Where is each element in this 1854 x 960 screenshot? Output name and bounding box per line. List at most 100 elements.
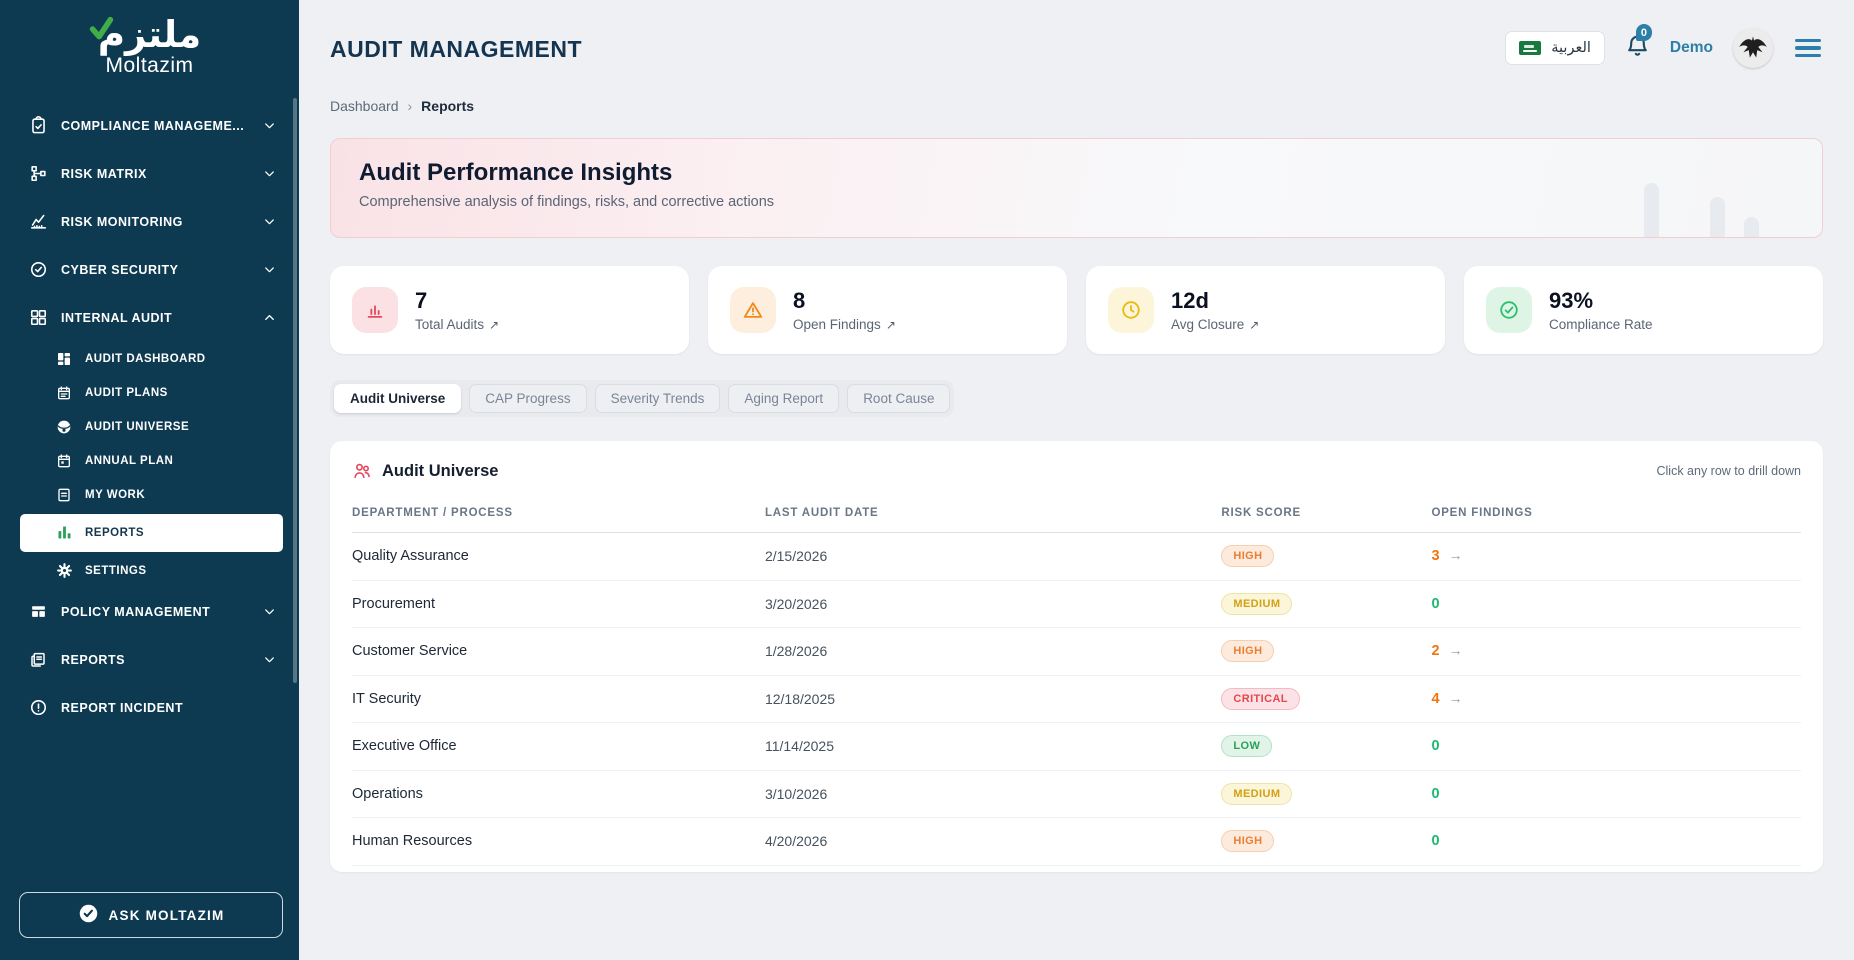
sidebar-item-report-incident[interactable]: REPORT INCIDENT [0,684,299,732]
users-icon [352,461,372,481]
ask-moltazim-button[interactable]: ASK MOLTAZIM [19,892,283,938]
sidebar-item-risk-matrix[interactable]: RISK MATRIX [0,150,299,198]
stat-card-total-audits[interactable]: 7 Total Audits ↗ [330,266,689,354]
decorative-bar [1744,217,1759,237]
sidebar-item-reports[interactable]: REPORTS [0,636,299,684]
chevron-down-icon [262,118,277,133]
open-findings-cell: 2 → [1431,642,1800,660]
risk-score-cell: HIGH [1221,640,1431,663]
drill-arrow-icon: → [1448,547,1463,564]
nav-item-label: AUDIT DASHBOARD [85,352,206,365]
chevron-up-icon [262,310,277,325]
user-menu[interactable]: Demo [1669,39,1713,56]
stat-text: 12d Avg Closure ↗ [1171,288,1259,331]
sidebar-subitem-reports[interactable]: REPORTS [20,513,283,552]
sidebar-subitem-audit-universe[interactable]: AUDIT UNIVERSE [0,410,299,444]
risk-badge: HIGH [1221,640,1275,663]
sidebar-subitem-audit-dashboard[interactable]: AUDIT DASHBOARD [0,342,299,376]
chevron-down-icon [262,262,277,277]
risk-score-cell: MEDIUM [1221,592,1431,615]
last-audit-date-cell: 4/20/2026 [764,833,828,850]
table-row-executive-office[interactable]: Executive Office 11/14/2025 LOW 0 [352,723,1801,771]
drill-arrow-icon: → [1448,642,1463,659]
stat-text: 8 Open Findings ↗ [793,288,896,331]
grid-icon [28,308,48,327]
nav-item-label: ANNUAL PLAN [85,454,174,467]
department-cell: Customer Service [352,643,468,660]
sidebar-subitem-annual-plan[interactable]: ANNUAL PLAN [0,444,299,478]
tab-aging-report[interactable]: Aging Report [728,384,840,413]
risk-score-cell: HIGH [1221,545,1431,568]
column-header-open-findings: OPEN FINDINGS [1431,507,1533,519]
table-row-human-resources[interactable]: Human Resources 4/20/2026 HIGH 0 [352,818,1801,866]
language-label: العربية [1551,40,1591,56]
risk-score-cell: MEDIUM [1221,782,1431,805]
last-audit-date-cell: 3/10/2026 [764,785,828,802]
sidebar-subitem-my-work[interactable]: MY WORK [0,478,299,512]
page-header: AUDIT MANAGEMENT العربية 0 Demo [330,24,1823,68]
table-header-row: DEPARTMENT / PROCESS LAST AUDIT DATE RISK … [352,507,1801,533]
last-audit-date-cell: 1/28/2026 [764,643,828,660]
column-header-last-audit-date: LAST AUDIT DATE [764,507,879,519]
calendar-dot-icon [55,453,73,469]
clipboard-check-icon [28,116,48,135]
calendar-lines-icon [55,385,73,401]
stat-card-compliance-rate[interactable]: 93% Compliance Rate [1464,266,1823,354]
avatar[interactable] [1733,28,1773,68]
language-switch-button[interactable]: العربية [1505,31,1605,65]
bar-chart-icon [55,524,73,541]
tab-root-cause[interactable]: Root Cause [847,384,951,413]
shield-check-icon [28,260,48,279]
hamburger-menu-icon[interactable] [1793,34,1823,63]
brand-arabic-wordmark: ملتزم [97,13,202,56]
sidebar-item-cyber-security[interactable]: CYBER SECURITY [0,246,299,294]
table-card-title-row: Audit Universe [352,461,498,481]
column-header-risk-score: RISK SCORE [1221,507,1301,519]
nav-item-label: SETTINGS [85,564,147,577]
main-content: AUDIT MANAGEMENT العربية 0 Demo Dashboar… [299,0,1854,960]
tab-audit-universe[interactable]: Audit Universe [334,384,462,413]
insights-banner: Audit Performance Insights Comprehensive… [330,138,1823,238]
breadcrumb-dashboard[interactable]: Dashboard [330,98,399,114]
stat-bars-icon [352,287,398,333]
stat-text: 7 Total Audits ↗ [415,288,499,331]
nav-item-label: REPORTS [61,652,125,667]
tab-severity-trends[interactable]: Severity Trends [594,384,721,413]
clock-icon [1108,287,1154,333]
warning-triangle-icon [730,287,776,333]
sidebar-item-compliance-manageme[interactable]: COMPLIANCE MANAGEME... [0,102,299,150]
breadcrumb: Dashboard › Reports [330,98,1823,114]
stat-card-open-findings[interactable]: 8 Open Findings ↗ [708,266,1067,354]
table-row-operations[interactable]: Operations 3/10/2026 MEDIUM 0 [352,771,1801,818]
findings-count: 0 [1431,595,1440,612]
last-audit-date-cell: 2/15/2026 [764,548,828,565]
findings-count: 2 [1431,643,1440,660]
stat-label: Open Findings ↗ [793,316,896,332]
sidebar-item-internal-audit[interactable]: INTERNAL AUDIT [0,294,299,342]
open-findings-cell: 4 → [1431,690,1800,708]
report-tabs: Audit Universe CAP Progress Severity Trend… [330,380,955,417]
table-row-it-security[interactable]: IT Security 12/18/2025 CRITICAL 4 → [352,676,1801,723]
notifications-button[interactable]: 0 [1625,24,1653,63]
sidebar-subitem-settings[interactable]: SETTINGS [0,554,299,588]
risk-badge: MEDIUM [1221,592,1293,615]
nav-item-label: MY WORK [85,488,146,501]
sidebar-scrollbar[interactable] [293,98,297,683]
sidebar-subitem-audit-plans[interactable]: AUDIT PLANS [0,376,299,410]
sidebar-item-risk-monitoring[interactable]: RISK MONITORING [0,198,299,246]
check-circle-icon [78,903,99,927]
table-row-procurement[interactable]: Procurement 3/20/2026 MEDIUM 0 [352,581,1801,628]
table-row-quality-assurance[interactable]: Quality Assurance 2/15/2026 HIGH 3 → [352,533,1801,581]
table-row-customer-service[interactable]: Customer Service 1/28/2026 HIGH 2 → [352,628,1801,676]
sidebar-item-policy-management[interactable]: POLICY MANAGEMENT [0,588,299,636]
tab-cap-progress[interactable]: CAP Progress [469,384,587,413]
brand-logo: ملتزم Moltazim [0,0,299,78]
nav-item-label: RISK MATRIX [61,166,147,181]
trend-arrow-icon: ↗ [1249,317,1260,332]
stat-card-avg-closure[interactable]: 12d Avg Closure ↗ [1086,266,1445,354]
decorative-bar [1710,197,1725,237]
stat-value: 93% [1549,288,1594,314]
stat-value: 12d [1171,288,1209,314]
chevron-down-icon [262,652,277,667]
header-controls: العربية 0 Demo [1505,24,1823,68]
